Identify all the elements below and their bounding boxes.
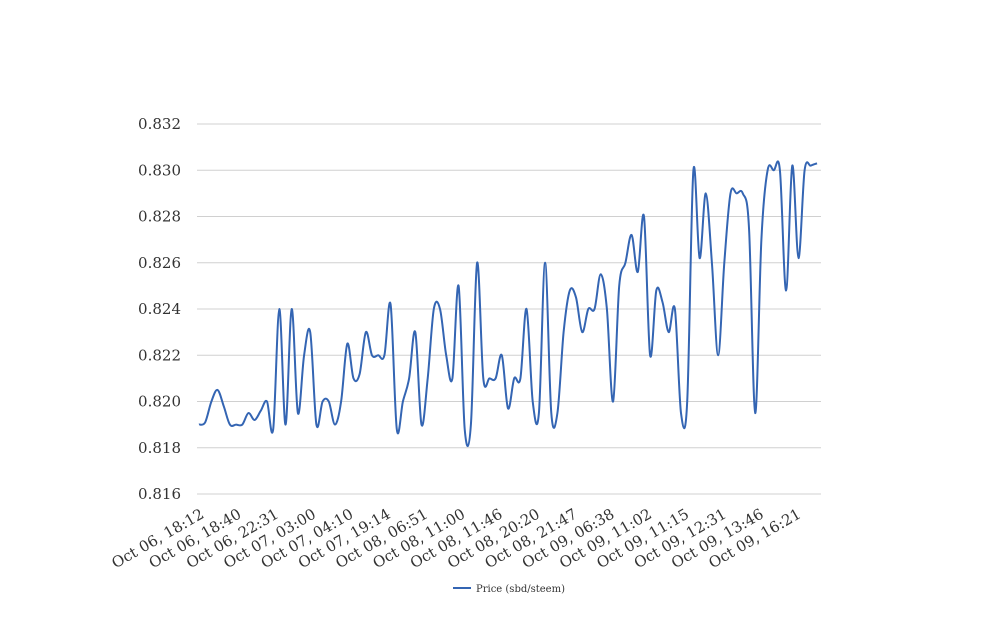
plot-area	[198, 160, 818, 448]
series-line-price	[198, 160, 818, 448]
y-axis: 0.816 0.818 0.820 0.822 0.824 0.826 0.828 0.830…	[138, 115, 181, 503]
y-tick-label: 0.824	[138, 300, 181, 318]
y-tick-label: 0.828	[138, 208, 181, 226]
y-tick-label: 0.832	[138, 115, 181, 133]
y-tick-label: 0.830	[138, 161, 181, 179]
y-tick-label: 0.822	[138, 346, 181, 364]
y-tick-label: 0.820	[138, 393, 181, 411]
grid-lines	[197, 123, 821, 495]
legend: Price (sbd/steem)	[453, 584, 565, 595]
legend-label: Price (sbd/steem)	[476, 584, 565, 595]
y-tick-label: 0.826	[138, 254, 181, 272]
y-tick-label: 0.816	[138, 485, 181, 503]
y-tick-label: 0.818	[138, 439, 181, 457]
